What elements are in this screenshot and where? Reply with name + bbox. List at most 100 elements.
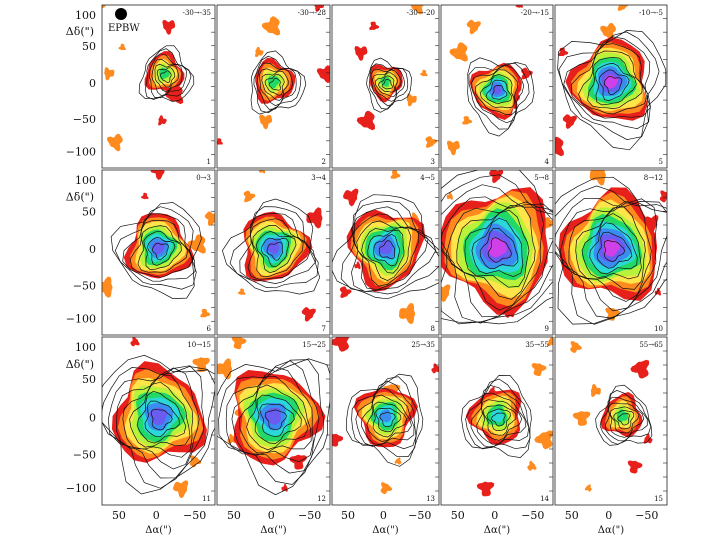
emission-patch	[238, 288, 246, 295]
emission-patch	[306, 207, 323, 229]
emission-patch	[390, 170, 401, 179]
x-tick-label: 0	[380, 509, 387, 522]
emission-level	[152, 241, 165, 255]
y-tick-label: −50	[73, 113, 96, 126]
channel-panel: -30→-35 1	[101, 4, 216, 169]
contour-line	[264, 74, 285, 96]
panel-number: 1	[207, 158, 211, 166]
contour-line	[374, 72, 398, 97]
contour-line	[259, 68, 293, 107]
y-tick-label: −100	[66, 146, 96, 159]
x-tick-label: 50	[227, 509, 241, 522]
contour-line	[603, 75, 623, 96]
x-axis-label: Δα(")	[484, 525, 510, 536]
emission-patch	[534, 430, 553, 450]
contour-line	[605, 396, 648, 442]
contour-line	[568, 200, 652, 302]
velocity-range-label: -30→-20	[407, 9, 435, 17]
contour-line	[491, 85, 508, 100]
emission-patch	[106, 133, 123, 152]
contour-line	[252, 224, 304, 277]
emission-level	[268, 76, 280, 89]
emission-patch	[420, 69, 428, 77]
contour-line	[589, 222, 638, 275]
x-axis-label: Δα(")	[598, 525, 624, 536]
contour-line	[129, 219, 194, 278]
contour-line	[599, 390, 652, 445]
emission-patch	[425, 136, 438, 148]
contour-line	[136, 390, 187, 444]
contour-line	[355, 380, 417, 450]
emission-level	[492, 84, 502, 95]
y-tick-label: 100	[75, 341, 96, 354]
emission-patch	[243, 190, 256, 203]
panel-number: 2	[322, 158, 326, 166]
emission-patch	[446, 140, 460, 156]
contour-line	[138, 45, 195, 102]
contour-line	[231, 366, 314, 463]
contour-line	[587, 56, 643, 109]
emission-patch	[192, 357, 210, 373]
contour-line	[465, 378, 531, 450]
contour-line	[617, 413, 630, 426]
contour-line	[366, 57, 412, 113]
panel-number: 11	[202, 495, 211, 503]
y-axis-label: Δδ(")	[66, 25, 94, 38]
contour-line	[555, 197, 667, 319]
contour-line	[148, 53, 187, 99]
contour-line	[351, 376, 420, 457]
emission-patch	[527, 460, 537, 471]
velocity-range-label: -30→-35	[183, 9, 211, 17]
x-tick-label: −50	[408, 509, 431, 522]
contour-line	[464, 209, 530, 288]
contour-line	[122, 374, 194, 458]
contour-line	[222, 198, 321, 295]
emission-patch	[259, 114, 273, 130]
emission-patch	[584, 484, 592, 492]
emission-patch	[590, 383, 601, 397]
velocity-range-label: 0→3	[196, 174, 211, 182]
emission-patch	[189, 455, 202, 468]
contour-line	[356, 220, 420, 287]
contour-line	[122, 213, 196, 282]
contour-line	[375, 407, 402, 433]
emission-patch	[659, 190, 667, 203]
x-axis-label: Δα(")	[145, 525, 171, 536]
contour-line	[471, 217, 524, 277]
velocity-range-label: 15→25	[302, 341, 326, 349]
velocity-range-label: -10→-5	[639, 9, 663, 17]
emission-patch	[204, 211, 215, 227]
contour-line	[598, 69, 630, 101]
x-axis-label: Δα(")	[372, 525, 398, 536]
channel-panel: 0→3 6	[101, 169, 216, 336]
emission-patch	[102, 5, 106, 8]
velocity-range-label: -20→-15	[521, 9, 549, 17]
emission-patch	[261, 16, 281, 36]
emission-patch	[258, 170, 266, 174]
contour-line	[332, 194, 439, 300]
contour-line	[114, 206, 197, 290]
panel-number: 3	[431, 158, 435, 166]
panel-number: 8	[431, 325, 435, 333]
x-tick-label: 0	[268, 509, 275, 522]
emission-patch	[466, 19, 481, 35]
emission-patch	[231, 337, 247, 350]
x-tick-label: 0	[153, 509, 160, 522]
y-tick-label: 100	[75, 9, 96, 22]
contour-line	[373, 234, 401, 267]
emission-patch	[572, 411, 591, 426]
emission-level	[616, 409, 629, 422]
contour-line	[474, 69, 518, 116]
emission-patch	[531, 363, 547, 377]
x-axis-label: Δα(")	[260, 525, 286, 536]
emission-patch	[605, 307, 620, 321]
emission-patch	[555, 136, 564, 157]
channel-panel: 3→4 7	[216, 169, 331, 336]
emission-patch	[627, 460, 643, 474]
contour-line	[575, 206, 646, 290]
emission-level	[487, 237, 507, 258]
emission-patch	[141, 192, 149, 200]
contour-line	[479, 74, 516, 109]
emission-patch	[441, 284, 451, 303]
